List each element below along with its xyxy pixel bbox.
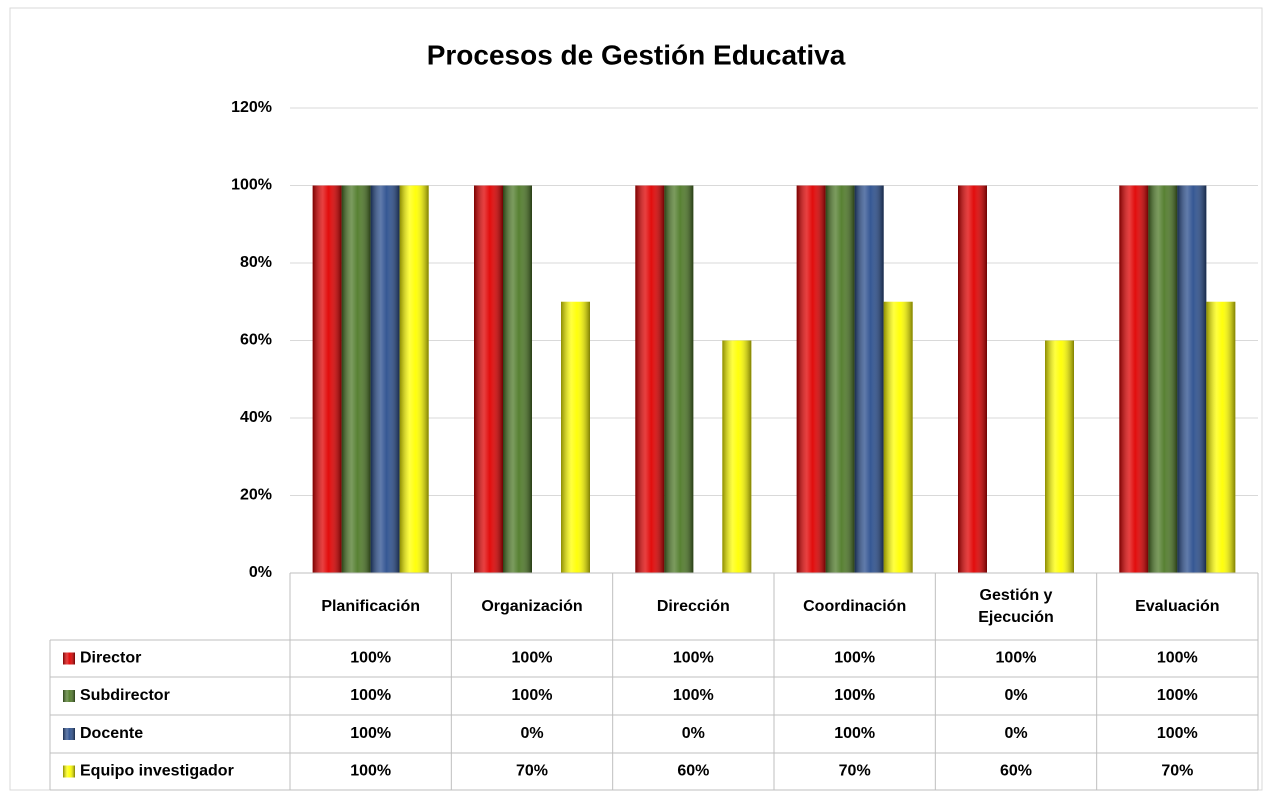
- bar: [883, 301, 913, 573]
- table-value: 100%: [673, 650, 714, 667]
- bar: [312, 185, 342, 573]
- y-tick-label: 20%: [240, 487, 272, 504]
- table-value: 60%: [1000, 763, 1032, 780]
- table-value: 0%: [520, 725, 543, 742]
- table-value: 100%: [834, 650, 875, 667]
- bar: [825, 185, 855, 573]
- table-value: 70%: [1161, 763, 1193, 780]
- table-value: 100%: [673, 687, 714, 704]
- bar: [1177, 185, 1207, 573]
- category-label: Gestión y Ejecución: [978, 586, 1054, 626]
- table-header-cell: Coordinación: [803, 597, 907, 615]
- table-value: 100%: [1157, 725, 1198, 742]
- legend-label: Docente: [80, 725, 143, 742]
- table-value: 0%: [1004, 687, 1027, 704]
- category-label: Organización: [481, 597, 583, 615]
- table-value: 100%: [350, 650, 391, 667]
- table-value: 100%: [834, 725, 875, 742]
- table-value: 100%: [350, 687, 391, 704]
- category-label: Dirección: [656, 597, 730, 615]
- y-tick-label: 100%: [231, 177, 272, 194]
- bar: [503, 185, 532, 573]
- bar: [561, 301, 590, 573]
- legend-label: Equipo investigador: [80, 763, 234, 780]
- table-value: 100%: [1157, 650, 1198, 667]
- category-label: Evaluación: [1135, 597, 1220, 615]
- table-header-cell: Evaluación: [1135, 597, 1220, 615]
- table-header-cell: Dirección: [656, 597, 730, 615]
- bar: [664, 185, 694, 573]
- bar: [370, 185, 400, 573]
- legend-key-shade: [63, 765, 75, 778]
- legend-key-shade: [63, 728, 75, 740]
- table-value: 100%: [350, 725, 391, 742]
- y-tick-label: 80%: [240, 254, 272, 271]
- table-header-cell: Organización: [481, 597, 583, 615]
- table-value: 60%: [677, 763, 709, 780]
- y-tick-label: 120%: [231, 99, 272, 116]
- bar: [399, 185, 429, 573]
- bar: [635, 185, 665, 573]
- table-header-cell: Planificación: [321, 597, 421, 615]
- bar: [854, 185, 884, 573]
- table-header-cell: Gestión y Ejecución: [978, 586, 1054, 626]
- y-tick-label: 40%: [240, 409, 272, 426]
- table-value: 100%: [512, 650, 553, 667]
- bar: [1206, 301, 1236, 573]
- table-value: 100%: [512, 687, 553, 704]
- bar: [796, 185, 826, 573]
- bar: [1045, 340, 1074, 573]
- y-tick-label: 0%: [249, 564, 272, 581]
- table-value: 100%: [1157, 687, 1198, 704]
- bar: [722, 340, 752, 573]
- bar: [341, 185, 371, 573]
- chart-title: Procesos de Gestión Educativa: [427, 39, 846, 70]
- table-value: 70%: [839, 763, 871, 780]
- table-value: 100%: [350, 763, 391, 780]
- table-value: 100%: [996, 650, 1037, 667]
- bar: [1148, 185, 1178, 573]
- table-value: 70%: [516, 763, 548, 780]
- bar: [958, 185, 987, 573]
- table-value: 100%: [834, 687, 875, 704]
- table-value: 0%: [682, 725, 705, 742]
- legend-label: Director: [80, 650, 141, 667]
- table-value: 0%: [1004, 725, 1027, 742]
- legend-key-shade: [63, 690, 75, 702]
- category-label: Coordinación: [803, 597, 907, 615]
- legend-key-shade: [63, 652, 75, 665]
- bar: [474, 185, 503, 573]
- bar: [1119, 185, 1149, 573]
- legend-label: Subdirector: [80, 687, 170, 704]
- y-tick-label: 60%: [240, 332, 272, 349]
- category-label: Planificación: [321, 597, 421, 615]
